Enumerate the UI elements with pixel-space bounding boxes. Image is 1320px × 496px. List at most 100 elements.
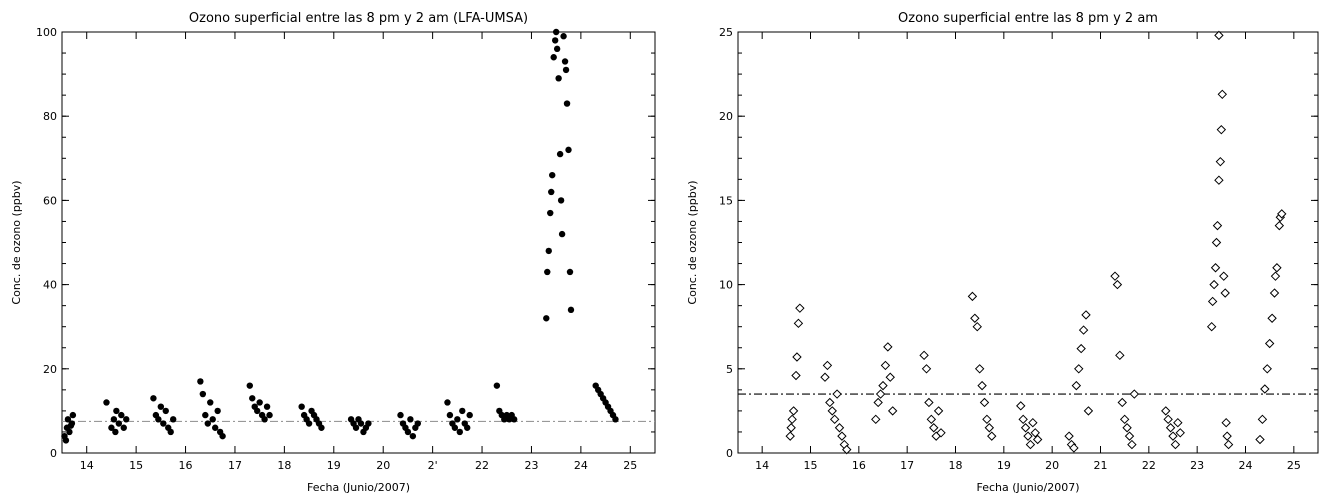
data-point bbox=[454, 416, 461, 423]
data-point bbox=[66, 428, 73, 436]
data-point bbox=[155, 416, 162, 423]
data-point bbox=[1211, 237, 1222, 248]
y-tick-label: 80 bbox=[43, 110, 57, 123]
data-point bbox=[878, 380, 888, 391]
data-point bbox=[113, 407, 120, 415]
data-point bbox=[397, 411, 404, 419]
data-point bbox=[551, 37, 559, 44]
data-point bbox=[919, 350, 929, 361]
data-point bbox=[887, 406, 898, 416]
data-point bbox=[1161, 406, 1171, 416]
data-point bbox=[829, 414, 840, 425]
data-point bbox=[825, 397, 835, 408]
data-point bbox=[464, 424, 471, 431]
data-point bbox=[1076, 343, 1086, 354]
y-tick-label: 20 bbox=[719, 110, 733, 123]
left-scatter-panel: Ozono superficial entre las 8 pm y 2 am … bbox=[10, 11, 656, 494]
data-point bbox=[555, 75, 562, 82]
data-point bbox=[1115, 350, 1125, 361]
data-point bbox=[1219, 271, 1229, 281]
data-point bbox=[832, 389, 842, 399]
x-tick-label: 21 bbox=[1094, 459, 1108, 472]
data-point bbox=[202, 411, 209, 419]
data-point bbox=[253, 407, 261, 415]
data-point bbox=[566, 268, 574, 276]
data-point bbox=[970, 313, 980, 323]
data-point bbox=[150, 395, 157, 402]
data-point bbox=[157, 403, 165, 410]
data-point bbox=[1078, 325, 1089, 335]
data-point bbox=[120, 424, 127, 431]
data-point bbox=[873, 397, 883, 408]
x-tick-label: 17 bbox=[228, 459, 242, 472]
y-tick-label: 100 bbox=[36, 26, 57, 39]
x-tick-label: 15 bbox=[804, 459, 818, 472]
x-tick-label: 23 bbox=[524, 459, 538, 472]
data-point bbox=[197, 378, 204, 385]
data-point bbox=[1071, 380, 1082, 391]
x-tick-label: 14 bbox=[80, 459, 94, 472]
y-tick-label: 15 bbox=[719, 194, 733, 207]
data-point bbox=[885, 372, 895, 382]
data-point bbox=[1212, 220, 1223, 231]
data-point bbox=[1257, 414, 1268, 425]
data-point bbox=[446, 411, 454, 419]
data-point bbox=[1206, 321, 1217, 332]
data-point bbox=[1163, 414, 1173, 425]
data-point bbox=[365, 420, 372, 427]
data-point bbox=[118, 411, 125, 419]
data-point bbox=[1255, 434, 1265, 445]
data-point bbox=[207, 399, 214, 406]
y-axis-label: Conc. de ozono (ppbv) bbox=[10, 180, 23, 304]
data-point bbox=[1215, 156, 1226, 167]
data-point bbox=[1170, 439, 1181, 450]
data-point bbox=[1217, 89, 1228, 100]
data-point bbox=[357, 420, 365, 427]
data-point bbox=[246, 382, 253, 389]
data-point bbox=[545, 247, 552, 255]
data-point bbox=[266, 411, 273, 419]
y-axis-label: Conc. de ozono (ppbv) bbox=[686, 180, 699, 304]
data-point bbox=[1032, 434, 1043, 445]
data-point bbox=[466, 411, 473, 419]
data-point bbox=[1209, 279, 1219, 290]
data-point bbox=[788, 406, 799, 416]
data-point bbox=[842, 444, 852, 455]
data-point bbox=[219, 432, 226, 440]
data-point bbox=[1222, 431, 1232, 441]
data-point bbox=[1175, 428, 1185, 438]
data-point bbox=[1110, 271, 1120, 281]
data-point bbox=[1030, 428, 1040, 438]
data-point bbox=[883, 342, 893, 352]
data-point bbox=[984, 423, 995, 433]
data-point bbox=[407, 416, 414, 423]
data-point bbox=[1168, 431, 1178, 441]
data-point bbox=[169, 416, 177, 423]
data-point bbox=[974, 364, 985, 374]
data-point bbox=[162, 407, 169, 415]
chart-title: Ozono superficial entre las 8 pm y 2 am bbox=[898, 11, 1158, 26]
data-point bbox=[1210, 263, 1221, 273]
data-point bbox=[451, 424, 459, 431]
data-point bbox=[305, 420, 313, 427]
data-point bbox=[204, 420, 211, 427]
data-point bbox=[1221, 417, 1231, 428]
x-tick-label: 24 bbox=[1239, 459, 1253, 472]
x-tick-label: 23 bbox=[1190, 459, 1204, 472]
data-point bbox=[795, 303, 805, 313]
data-point bbox=[1119, 414, 1130, 425]
x-tick-label: 14 bbox=[755, 459, 769, 472]
data-point bbox=[108, 424, 115, 431]
x-tick-label: 17 bbox=[900, 459, 914, 472]
x-tick-label: 16 bbox=[179, 459, 193, 472]
data-point bbox=[1214, 30, 1224, 41]
plot-frame bbox=[61, 31, 656, 454]
y-tick-label: 60 bbox=[43, 194, 57, 207]
x-tick-label: 25 bbox=[623, 459, 637, 472]
data-point bbox=[972, 321, 982, 332]
data-point bbox=[822, 360, 833, 371]
data-point bbox=[456, 428, 464, 436]
data-point bbox=[62, 437, 70, 444]
data-point bbox=[214, 407, 221, 415]
x-axis-label: Fecha (Junio/2007) bbox=[976, 481, 1079, 494]
